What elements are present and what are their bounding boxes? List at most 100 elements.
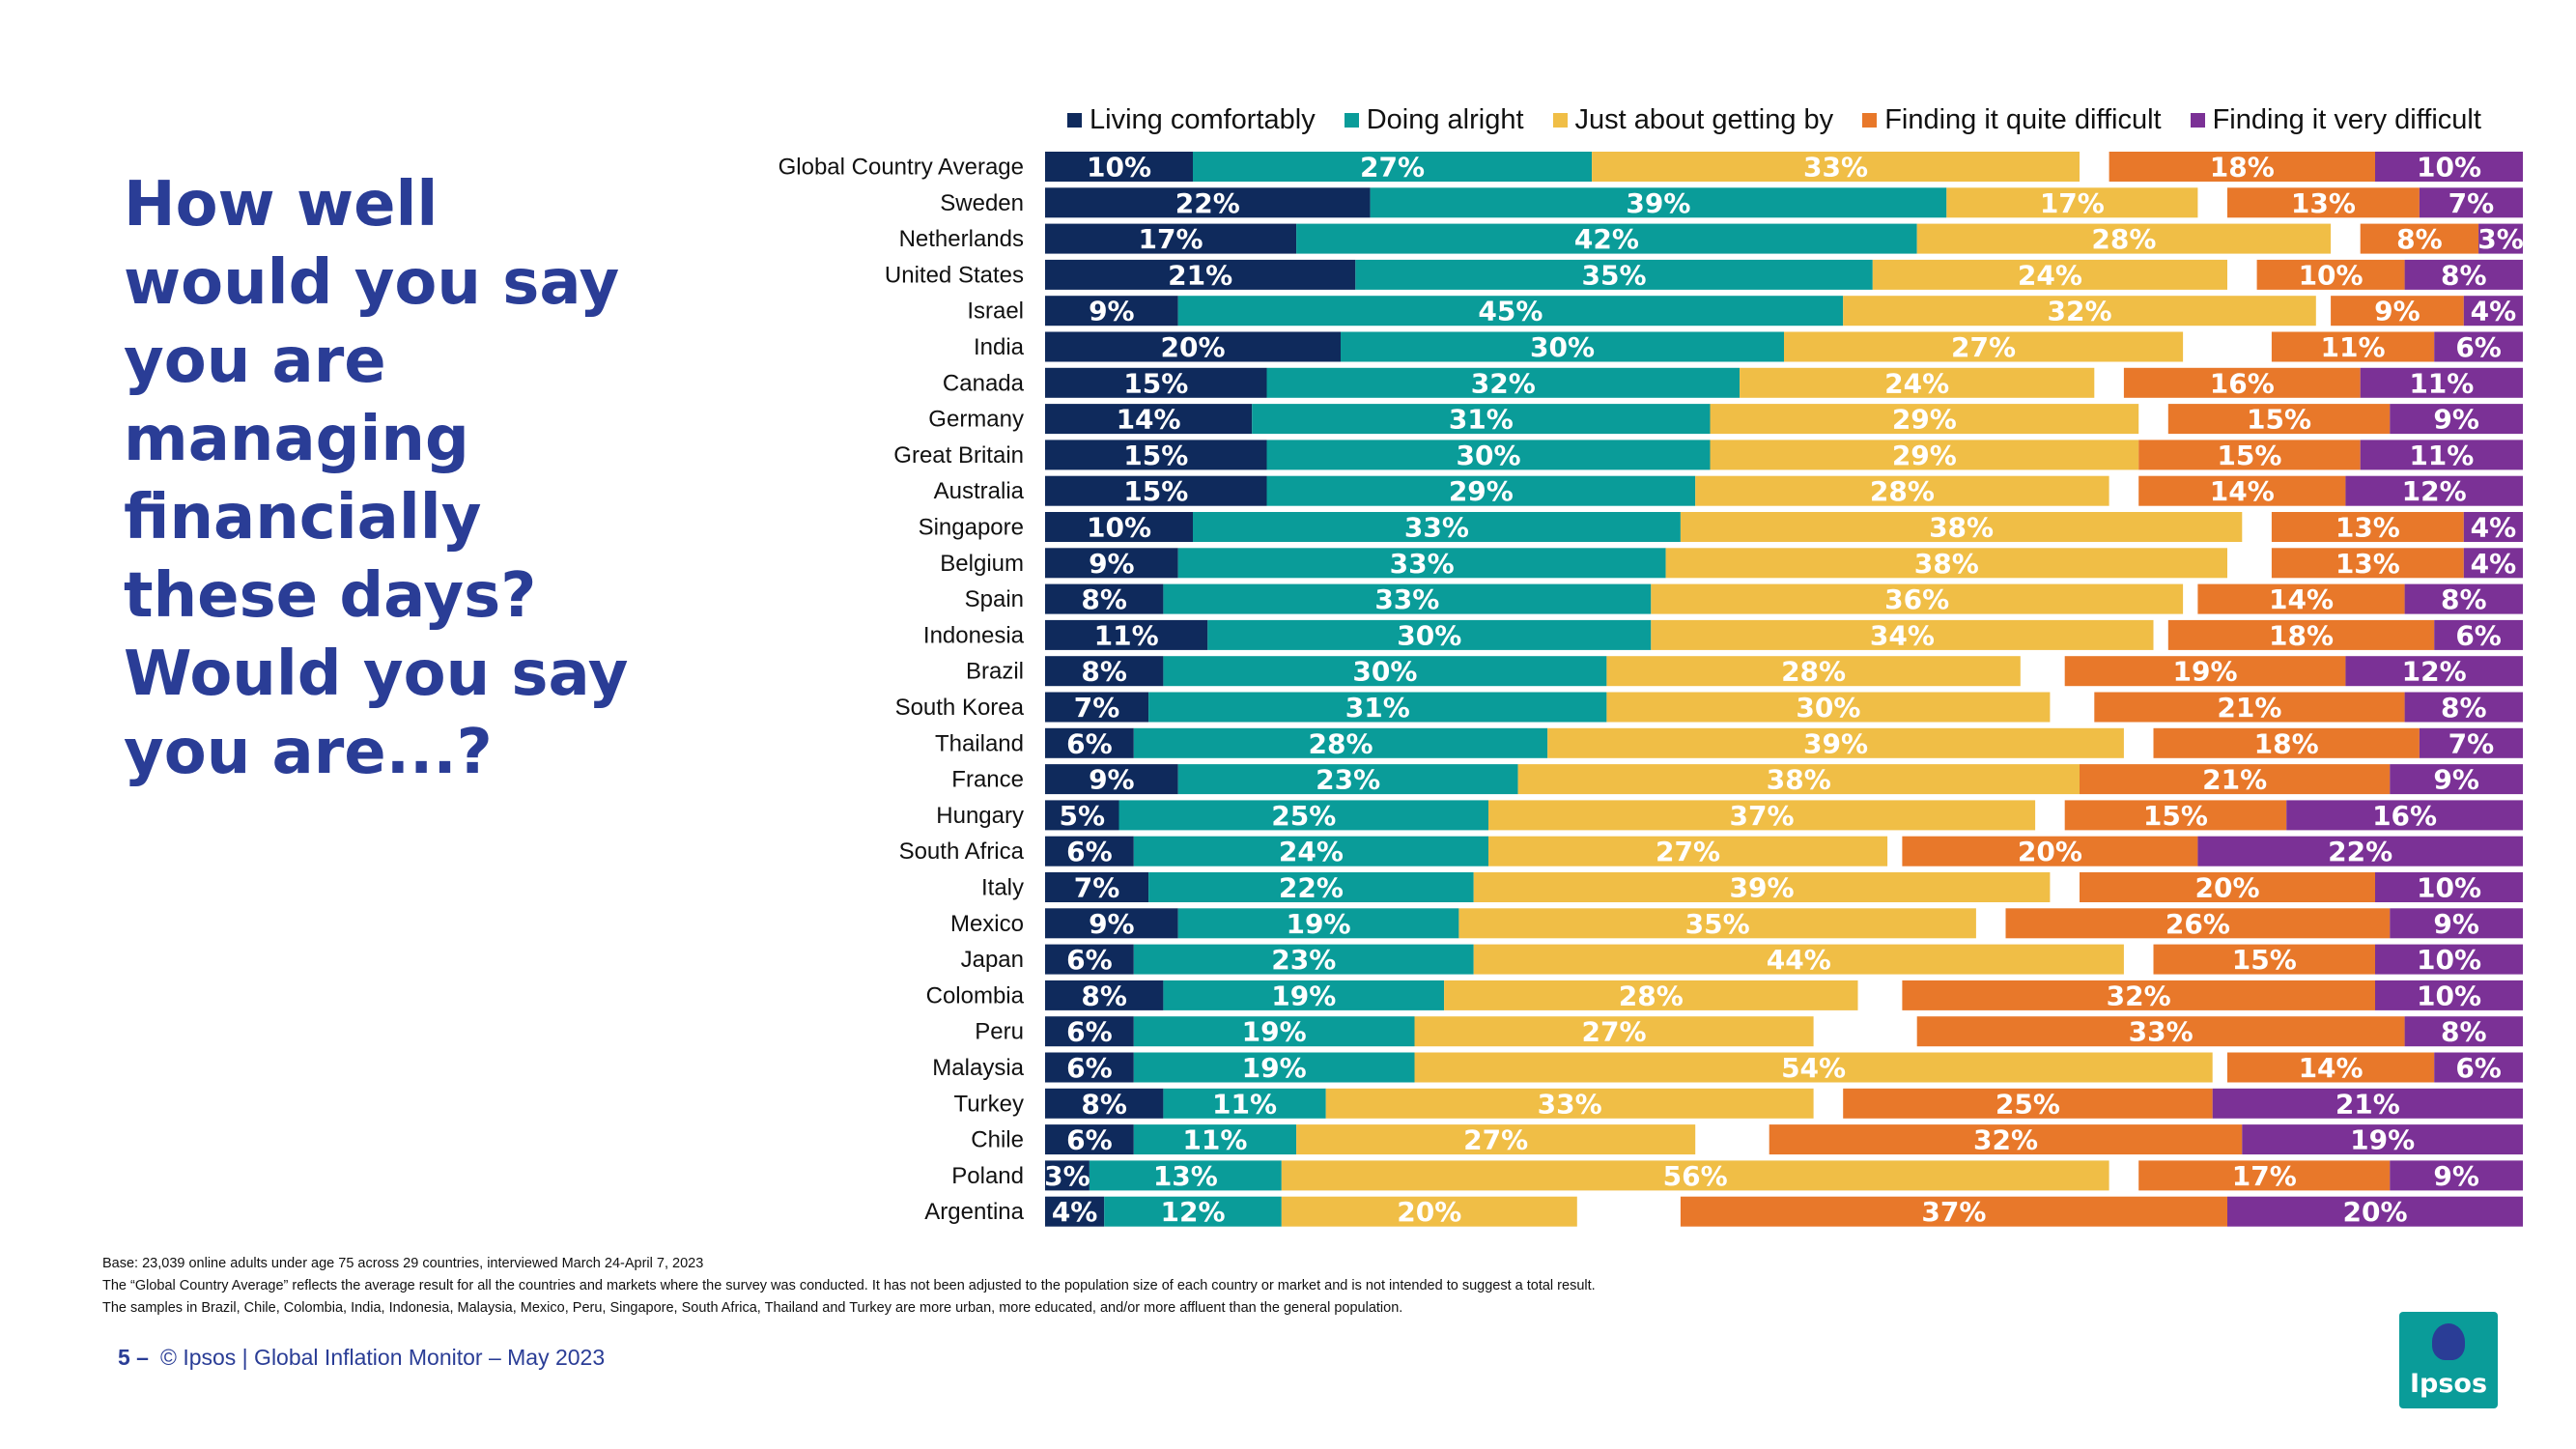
row-label: Israel [967,298,1024,325]
bar-segment-living-comfortably [1045,512,1193,542]
legend-swatch-just-getting-by [1552,112,1568,128]
value-label-doing-alright: 12% [1160,1196,1225,1228]
bar-segment-very-difficult [2375,944,2523,975]
bar-segment-doing-alright [1266,440,1711,470]
bar-segment-just-getting-by [1281,1196,1577,1227]
bar-segment-living-comfortably [1045,1052,1134,1083]
legend-swatch-very-difficult [2190,112,2205,128]
bar-segment-quite-difficult [2138,440,2361,470]
value-label-just-getting-by: 36% [1884,583,1949,615]
bar-segment-doing-alright [1163,980,1445,1010]
value-label-very-difficult: 11% [2409,367,2474,399]
value-label-living-comfortably: 11% [1094,619,1159,651]
value-label-doing-alright: 39% [1626,187,1690,219]
row-label: Netherlands [899,226,1024,252]
legend-swatch-living-comfortably [1067,112,1082,128]
value-label-just-getting-by: 20% [1397,1196,1461,1228]
legend-item-living-comfortably: Living comfortably [1067,104,1316,136]
value-label-quite-difficult: 25% [1996,1088,2060,1120]
bar-segment-living-comfortably [1045,944,1134,975]
value-label-very-difficult: 6% [2455,331,2502,363]
bar-segment-very-difficult [2345,475,2523,506]
bar-segment-very-difficult [2463,548,2523,579]
bar-segment-quite-difficult [2123,367,2361,398]
value-label-quite-difficult: 33% [2129,1016,2194,1048]
value-label-just-getting-by: 29% [1892,440,1957,471]
bar-segment-just-getting-by [1606,656,2021,687]
bar-segment-quite-difficult [2167,404,2391,435]
row-label: Brazil [966,659,1024,685]
row-label: Poland [951,1163,1024,1189]
bar-segment-living-comfortably [1045,727,1134,758]
value-label-doing-alright: 35% [1582,259,1647,291]
legend-swatch-quite-difficult [1862,112,1878,128]
row-label: South Africa [899,838,1025,865]
value-label-very-difficult: 9% [2433,1160,2479,1192]
value-label-living-comfortably: 6% [1066,944,1113,976]
bar-segment-just-getting-by [1872,259,2227,290]
value-label-doing-alright: 23% [1316,764,1380,796]
legend-item-quite-difficult: Finding it quite difficult [1862,104,2162,136]
value-label-just-getting-by: 37% [1730,800,1795,832]
value-label-doing-alright: 24% [1279,836,1344,867]
value-label-just-getting-by: 32% [2047,296,2111,327]
value-label-quite-difficult: 15% [2247,404,2311,436]
bar-segment-very-difficult [2375,152,2523,182]
bar-segment-living-comfortably [1045,1016,1134,1047]
value-label-very-difficult: 9% [2433,404,2479,436]
value-label-just-getting-by: 33% [1803,152,1868,184]
row-label: Peru [975,1019,1024,1045]
value-label-living-comfortably: 10% [1087,152,1151,184]
value-label-very-difficult: 8% [2441,1016,2487,1048]
row-label: Sweden [940,190,1024,216]
value-label-doing-alright: 11% [1182,1124,1247,1156]
bar-segment-just-getting-by [1592,152,2080,182]
value-label-doing-alright: 32% [1471,367,1536,399]
value-label-living-comfortably: 7% [1074,872,1120,904]
bar-segment-doing-alright [1148,692,1607,723]
legend-item-doing-alright: Doing alright [1344,104,1524,136]
bar-segment-just-getting-by [1488,800,2036,831]
value-label-doing-alright: 45% [1478,296,1543,327]
value-label-doing-alright: 30% [1397,619,1461,651]
bar-segment-just-getting-by [1281,1160,2109,1191]
value-label-very-difficult: 12% [2402,656,2467,688]
value-label-quite-difficult: 32% [1973,1124,2038,1156]
row-label: Belgium [940,551,1024,577]
value-label-quite-difficult: 16% [2210,367,2275,399]
bar-segment-living-comfortably [1045,440,1267,470]
value-label-living-comfortably: 6% [1066,1124,1113,1156]
value-label-quite-difficult: 18% [2210,152,2275,184]
value-label-just-getting-by: 38% [1767,764,1831,796]
bar-segment-quite-difficult [2271,512,2464,542]
value-label-just-getting-by: 27% [1582,1016,1647,1048]
bar-segment-very-difficult [2390,1160,2523,1191]
bar-segment-just-getting-by [1488,836,1888,867]
value-label-quite-difficult: 18% [2254,727,2319,759]
bar-segment-very-difficult [2197,836,2523,867]
value-label-just-getting-by: 28% [1870,475,1935,507]
bar-segment-living-comfortably [1045,836,1134,867]
value-label-very-difficult: 22% [2328,836,2392,867]
bar-segment-very-difficult [2242,1124,2523,1155]
value-label-just-getting-by: 30% [1796,692,1860,724]
bar-segment-very-difficult [2478,223,2523,254]
bar-segment-very-difficult [2360,367,2523,398]
ipsos-logo-mark-icon [2432,1323,2465,1360]
bar-segment-doing-alright [1148,872,1474,902]
bar-segment-just-getting-by [1740,367,2095,398]
value-label-very-difficult: 8% [2441,259,2487,291]
bar-segment-very-difficult [2390,764,2523,795]
row-label: Argentina [924,1199,1024,1225]
value-label-very-difficult: 20% [2342,1196,2407,1228]
value-label-quite-difficult: 14% [2299,1052,2364,1084]
bar-segment-doing-alright [1266,367,1741,398]
value-label-just-getting-by: 29% [1892,404,1957,436]
footer-text: © Ipsos | Global Inflation Monitor – May… [159,1345,606,1370]
bar-segment-just-getting-by [1444,980,1858,1010]
bar-segment-doing-alright [1193,512,1681,542]
value-label-doing-alright: 30% [1352,656,1417,688]
value-label-living-comfortably: 10% [1087,512,1151,544]
bar-segment-living-comfortably [1045,296,1178,327]
value-label-doing-alright: 42% [1574,223,1639,255]
